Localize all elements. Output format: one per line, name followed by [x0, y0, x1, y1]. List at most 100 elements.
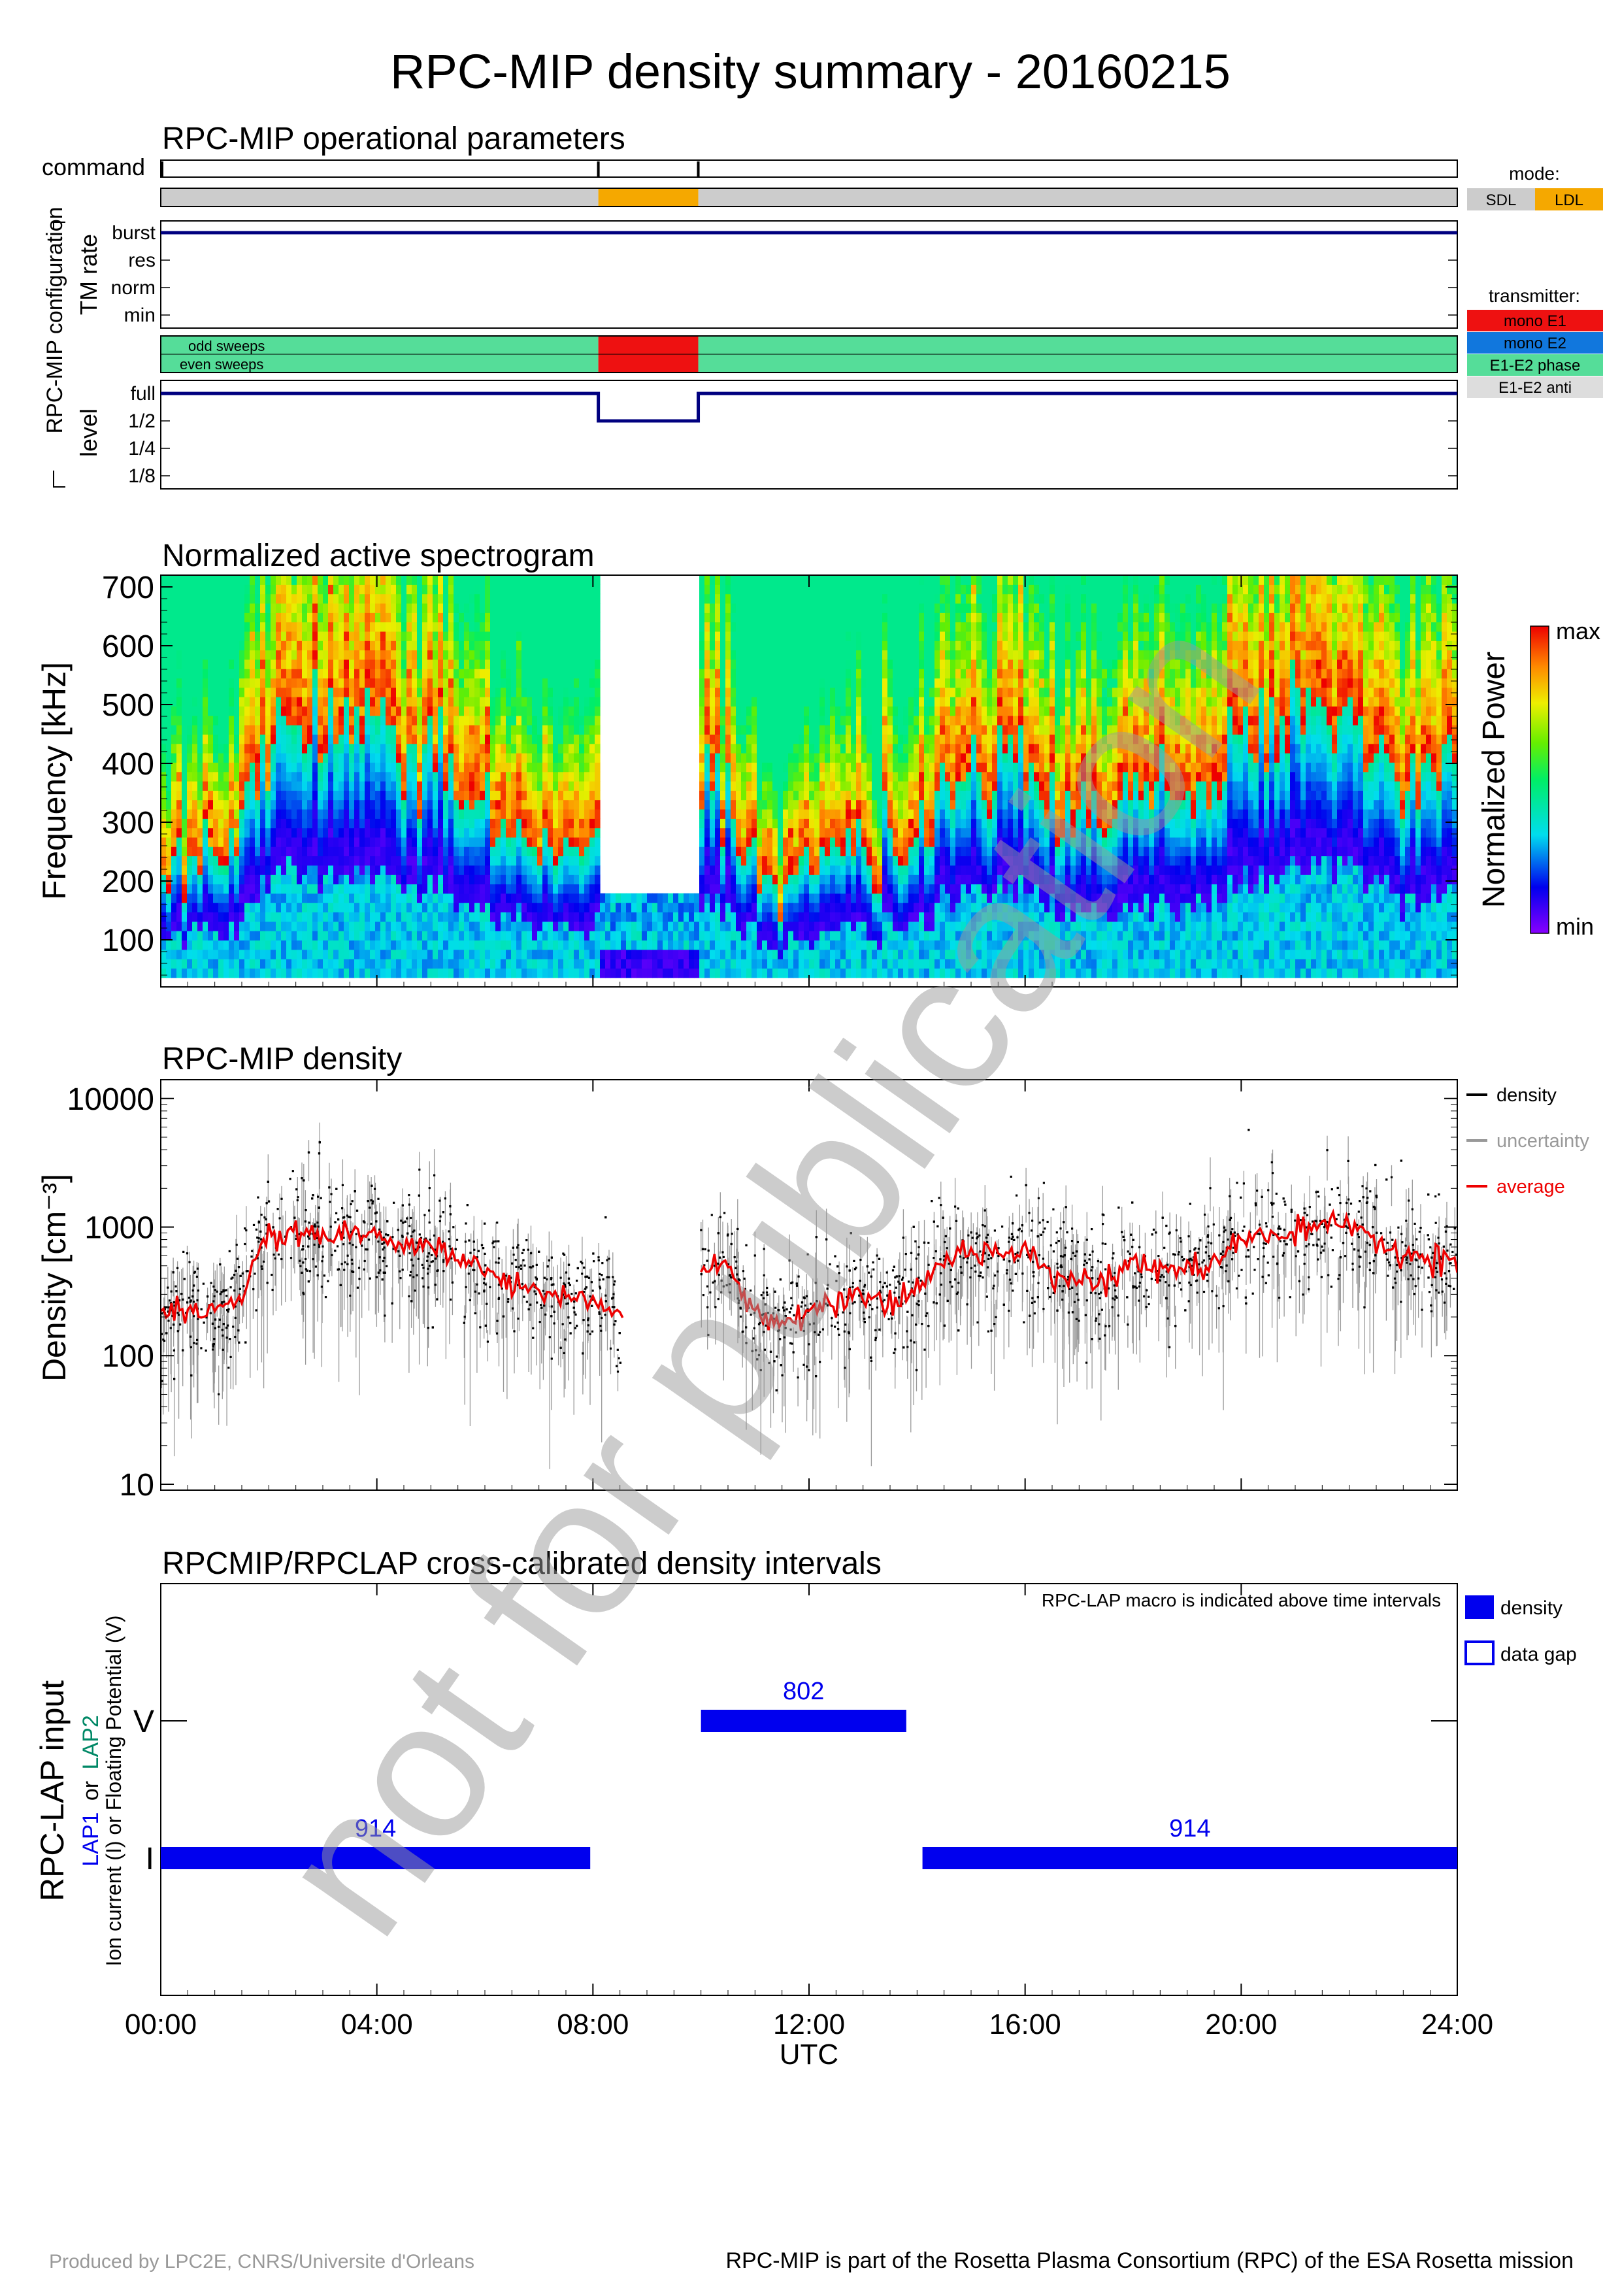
- spectrogram-cell: [783, 790, 789, 800]
- spectrogram-cell: [370, 612, 376, 622]
- spectrogram-cell: [804, 641, 810, 650]
- spectrogram-cell: [370, 800, 376, 810]
- spectrogram-cell: [328, 846, 334, 856]
- spectrogram-cell: [469, 612, 475, 622]
- spectrogram-cell: [438, 650, 444, 660]
- spectrogram-cell: [830, 584, 836, 594]
- spectrogram-cell: [208, 707, 214, 716]
- spectrogram-cell: [783, 931, 789, 940]
- spectrogram-cell: [318, 762, 323, 772]
- spectrogram-cell: [537, 631, 543, 641]
- spectrogram-cell: [286, 641, 292, 650]
- spectrogram-cell: [736, 697, 742, 707]
- spectrogram-cell: [558, 688, 564, 697]
- spectrogram-cell: [171, 865, 177, 875]
- spectrogram-cell: [757, 650, 763, 660]
- spectrogram-cell: [250, 828, 256, 838]
- spectrogram-cell: [255, 912, 261, 922]
- spectrogram-cell: [438, 893, 444, 903]
- spectrogram-cell: [323, 734, 329, 744]
- spectrogram-cell: [600, 959, 606, 969]
- spectrogram-cell: [595, 809, 601, 819]
- spectrogram-cell: [422, 725, 428, 735]
- spectrogram-cell: [731, 818, 736, 828]
- spectrogram-cell: [412, 940, 418, 950]
- spectrogram-cell: [187, 968, 193, 978]
- spectrogram-cell: [255, 603, 261, 613]
- spectrogram-cell: [339, 678, 344, 688]
- spectrogram-cell: [725, 641, 731, 650]
- spectrogram-cell: [589, 781, 595, 791]
- spectrogram-cell: [223, 931, 229, 940]
- spectrogram-cell: [318, 959, 323, 969]
- spectrogram-cell: [767, 584, 773, 594]
- spectrogram-cell: [255, 725, 261, 735]
- spectrogram-cell: [757, 753, 763, 763]
- spectrogram-cell: [825, 716, 831, 725]
- spectrogram-cell: [516, 781, 522, 791]
- spectrogram-cell: [323, 846, 329, 856]
- spectrogram-cell: [312, 846, 318, 856]
- spectrogram-cell: [710, 837, 716, 847]
- spectrogram-cell: [197, 641, 203, 650]
- spectrogram-cell: [417, 959, 423, 969]
- spectrogram-cell: [652, 950, 658, 959]
- spectrogram-cell: [276, 725, 282, 735]
- spectrogram-cell: [176, 744, 182, 754]
- spectrogram-cell: [579, 641, 585, 650]
- spectrogram-cell: [203, 940, 208, 950]
- spectrogram-cell: [501, 856, 506, 866]
- spectrogram-cell: [532, 631, 538, 641]
- spectrogram-cell: [548, 688, 554, 697]
- config-label: RPC-MIP configuration: [42, 207, 67, 433]
- spectrogram-cell: [354, 584, 360, 594]
- spectrogram-cell: [406, 931, 412, 940]
- spectrogram-cell: [642, 968, 648, 978]
- spectrogram-cell: [291, 809, 297, 819]
- spectrogram-cell: [239, 950, 245, 959]
- spectrogram-cell: [589, 800, 595, 810]
- spectrogram-cell: [783, 922, 789, 931]
- spectrogram-cell: [715, 688, 721, 697]
- spectrogram-cell: [600, 922, 606, 931]
- spectrogram-cell: [260, 631, 266, 641]
- spectrogram-cell: [464, 800, 470, 810]
- spectrogram-cell: [208, 753, 214, 763]
- spectrogram-cell: [725, 818, 731, 828]
- spectrogram-cell: [725, 968, 731, 978]
- spectrogram-cell: [406, 772, 412, 782]
- spectrogram-cell: [835, 912, 841, 922]
- spectrogram-cell: [673, 903, 679, 912]
- spectrogram-cell: [176, 856, 182, 866]
- spectrogram-cell: [417, 874, 423, 884]
- spectrogram-cell: [736, 612, 742, 622]
- spectrogram-cell: [297, 725, 303, 735]
- spectrogram-cell: [339, 865, 344, 875]
- spectrogram-cell: [589, 809, 595, 819]
- spectrogram-cell: [412, 734, 418, 744]
- spectrogram-cell: [819, 744, 825, 754]
- spectrogram-cell: [736, 707, 742, 716]
- spectrogram-cell: [401, 884, 407, 894]
- spectrogram-cell: [767, 575, 773, 585]
- spectrogram-cell: [516, 650, 522, 660]
- spectrogram-cell: [589, 631, 595, 641]
- spectrogram-cell: [699, 641, 705, 650]
- spectrogram-cell: [814, 884, 820, 894]
- spectrogram-cell: [192, 865, 198, 875]
- spectrogram-cell: [359, 669, 365, 678]
- spectrogram-cell: [375, 669, 381, 678]
- spectrogram-cell: [710, 650, 716, 660]
- spectrogram-cell: [276, 912, 282, 922]
- spectrogram-cell: [318, 772, 323, 782]
- spectrogram-cell: [788, 612, 794, 622]
- spectrogram-cell: [542, 753, 548, 763]
- spectrogram-cell: [365, 856, 371, 866]
- spectrogram-cell: [182, 594, 188, 604]
- spectrogram-cell: [584, 818, 590, 828]
- spectrogram-cell: [328, 594, 334, 604]
- spectrogram-cell: [506, 884, 512, 894]
- spectrogram-cell: [532, 753, 538, 763]
- spectrogram-cell: [778, 753, 784, 763]
- spectrogram-cell: [819, 884, 825, 894]
